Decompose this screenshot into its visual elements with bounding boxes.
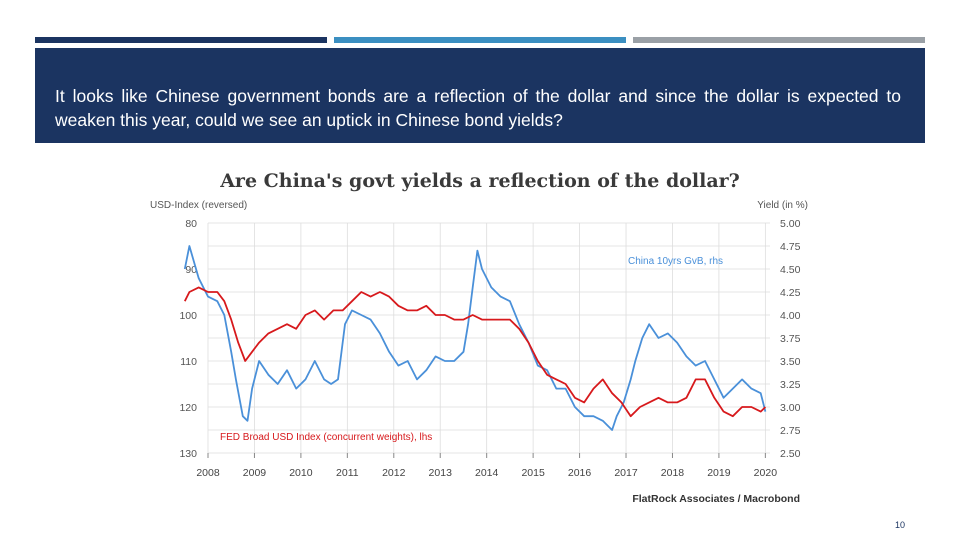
accent-bar-gray — [633, 37, 925, 43]
x-tick-label: 2020 — [754, 467, 778, 479]
x-tick-label: 2010 — [289, 467, 313, 479]
x-tick-label: 2018 — [661, 467, 685, 479]
right-tick-label: 3.50 — [780, 356, 801, 368]
right-tick-label: 4.00 — [780, 310, 801, 322]
chart-svg: USD-Index (reversed) Yield (in %) 80 90 100 1… — [150, 200, 808, 505]
right-axis-label: Yield (in %) — [757, 200, 808, 211]
x-tick-label: 2019 — [707, 467, 731, 479]
x-tick-label: 2013 — [429, 467, 453, 479]
right-tick-label: 4.25 — [780, 287, 801, 299]
left-tick-label: 80 — [185, 218, 197, 230]
slide-header: It looks like Chinese government bonds a… — [35, 48, 925, 143]
x-tick-label: 2011 — [336, 467, 359, 479]
right-tick-label: 3.00 — [780, 402, 801, 414]
accent-bar-navy — [35, 37, 327, 43]
series-label-china-yield: China 10yrs GvB, rhs — [628, 256, 723, 267]
china-yield-line — [183, 245, 767, 431]
left-axis-label: USD-Index (reversed) — [150, 200, 247, 211]
left-tick-label: 90 — [185, 264, 197, 276]
x-tick-label: 2012 — [382, 467, 406, 479]
right-tick-label: 3.25 — [780, 379, 801, 391]
usd-index-line — [183, 286, 767, 418]
chart-title: Are China's govt yields a reflection of … — [220, 170, 740, 192]
x-tick-label: 2017 — [614, 467, 638, 479]
left-tick-label: 100 — [179, 310, 197, 322]
chart-source: FlatRock Associates / Macrobond — [632, 493, 800, 505]
x-tick-label: 2009 — [243, 467, 267, 479]
left-tick-label: 130 — [179, 448, 197, 460]
x-tick-label: 2008 — [196, 467, 220, 479]
chart-image: Are China's govt yields a reflection of … — [140, 160, 820, 510]
left-tick-label: 120 — [179, 402, 197, 414]
x-tick-label: 2016 — [568, 467, 592, 479]
series-label-usd-index: FED Broad USD Index (concurrent weights)… — [220, 432, 432, 443]
right-tick-label: 5.00 — [780, 218, 801, 230]
right-tick-label: 4.75 — [780, 241, 801, 253]
page-number: 10 — [894, 520, 905, 530]
x-tick-label: 2015 — [521, 467, 545, 479]
x-tick-label: 2014 — [475, 467, 499, 479]
right-tick-label: 2.75 — [780, 425, 801, 437]
left-tick-label: 110 — [180, 356, 197, 368]
right-tick-label: 4.50 — [780, 264, 801, 276]
accent-bar-blue — [334, 37, 626, 43]
right-tick-label: 3.75 — [780, 333, 801, 345]
right-tick-label: 2.50 — [780, 448, 801, 460]
slide-question: It looks like Chinese government bonds a… — [55, 86, 901, 130]
